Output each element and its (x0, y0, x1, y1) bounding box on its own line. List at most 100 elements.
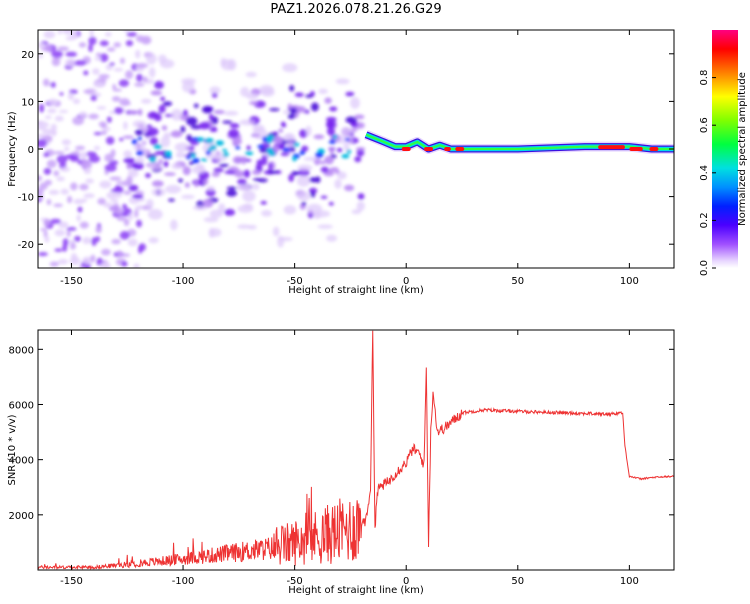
haze-blob (146, 199, 154, 209)
noise-blob (125, 70, 134, 80)
haze-blob (303, 156, 319, 161)
hot-spot (190, 153, 196, 158)
haze-blob (343, 142, 350, 151)
signal-blob (274, 145, 279, 153)
signal-blob (313, 134, 325, 140)
hot-spot (299, 150, 306, 156)
noise-blob (83, 89, 95, 94)
signal-blob (122, 135, 134, 139)
noise-blob (90, 94, 97, 101)
noise-blob (85, 178, 94, 184)
noise-blob (99, 40, 109, 47)
noise-blob (118, 79, 130, 87)
signal-blob (268, 107, 280, 112)
haze-blob (220, 59, 235, 71)
signal-blob (186, 134, 192, 142)
noise-blob (58, 109, 69, 114)
noise-blob (67, 195, 73, 204)
hot-spot (201, 158, 208, 162)
noise-blob (109, 176, 122, 181)
hot-spot (205, 138, 214, 144)
ridge-peak (649, 147, 659, 151)
signal-blob (301, 145, 309, 152)
haze-blob (151, 188, 166, 197)
signal-blob (232, 156, 244, 164)
signal-blob (150, 90, 163, 96)
noise-blob (110, 149, 116, 158)
noise-blob (78, 111, 88, 118)
hot-spot (153, 144, 163, 149)
snr-x-tick-label: 0 (403, 576, 409, 587)
colorbar-tick-label: 0.2 (699, 212, 710, 228)
signal-blob (288, 173, 295, 182)
noise-blob (44, 235, 50, 243)
snr-x-tick-label: 100 (620, 576, 639, 587)
noise-blob (38, 175, 43, 182)
haze-blob (278, 236, 293, 242)
noise-blob (112, 83, 117, 90)
haze-blob (252, 127, 268, 140)
noise-blob (99, 180, 112, 189)
noise-blob (134, 209, 139, 218)
signal-blob (289, 84, 295, 92)
haze-blob (209, 86, 221, 94)
haze-blob (312, 212, 322, 220)
signal-blob (158, 104, 166, 113)
noise-blob (103, 126, 111, 132)
noise-blob (134, 205, 142, 211)
signal-blob (194, 179, 199, 188)
noise-blob (39, 103, 45, 113)
haze-blob (333, 135, 350, 144)
signal-blob (246, 145, 251, 151)
noise-blob (96, 78, 108, 82)
signal-blob (154, 80, 164, 90)
noise-blob (53, 151, 65, 155)
signal-blob (202, 178, 209, 185)
signal-blob (345, 91, 355, 97)
signal-blob (345, 116, 358, 124)
noise-blob (95, 226, 102, 234)
noise-blob (60, 188, 69, 195)
hot-spot (265, 135, 275, 141)
noise-blob (119, 57, 126, 65)
signal-blob (224, 170, 237, 175)
ridge-peak (444, 147, 451, 151)
haze-blob (297, 191, 311, 202)
signal-blob (356, 148, 365, 157)
ridge-peak (598, 145, 625, 150)
haze-blob (326, 234, 338, 242)
snr-x-tick-label: 50 (511, 576, 524, 587)
haze-blob (317, 224, 333, 229)
spectrogram-y-tick-label: -20 (18, 240, 34, 251)
noise-blob (112, 88, 123, 92)
noise-blob (123, 121, 128, 130)
signal-blob (308, 177, 318, 183)
signal-blob (123, 157, 136, 164)
signal-blob (336, 147, 343, 153)
haze-blob (175, 151, 185, 159)
hot-spot (165, 155, 172, 159)
spectrogram-x-tick-label: 0 (403, 276, 409, 287)
hot-spot (137, 136, 142, 141)
haze-blob (336, 171, 347, 180)
haze-blob (282, 110, 291, 115)
signal-blob (213, 109, 225, 115)
haze-blob (148, 66, 156, 78)
haze-blob (236, 185, 252, 190)
spectrogram-y-label: Frequency (Hz) (7, 111, 18, 187)
signal-blob (320, 160, 326, 165)
signal-blob (330, 167, 339, 171)
noise-blob (110, 198, 119, 203)
noise-blob (141, 140, 147, 146)
noise-blob (105, 64, 113, 71)
noise-blob (78, 42, 87, 48)
haze-blob (282, 63, 298, 73)
noise-blob (62, 30, 75, 35)
signal-blob (237, 178, 247, 186)
haze-blob (163, 132, 171, 139)
hot-spot (346, 149, 352, 154)
signal-blob (151, 180, 164, 187)
signal-blob (228, 128, 240, 138)
ridge-peak (629, 147, 643, 151)
